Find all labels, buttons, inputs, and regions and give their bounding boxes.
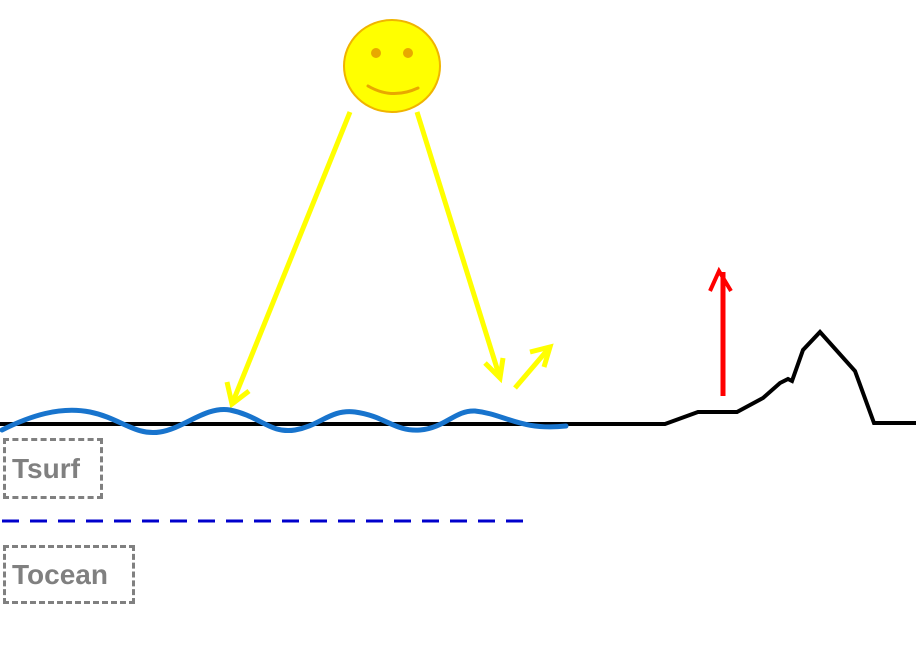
sun-disc bbox=[343, 19, 441, 113]
land-emission-arrow bbox=[708, 266, 733, 396]
tocean-label: Tocean bbox=[3, 545, 135, 604]
reflected-solar-ray bbox=[513, 343, 554, 390]
sun-left-eye bbox=[371, 48, 381, 58]
sun-right-eye bbox=[403, 48, 413, 58]
sun-smile bbox=[366, 84, 420, 95]
incoming-solar-ray-right bbox=[414, 111, 506, 384]
ocean-wave bbox=[0, 407, 569, 436]
tsurf-label: Tsurf bbox=[3, 438, 103, 499]
incoming-solar-ray-left bbox=[224, 111, 353, 409]
ground-line bbox=[0, 329, 916, 426]
sun-icon bbox=[343, 19, 441, 113]
